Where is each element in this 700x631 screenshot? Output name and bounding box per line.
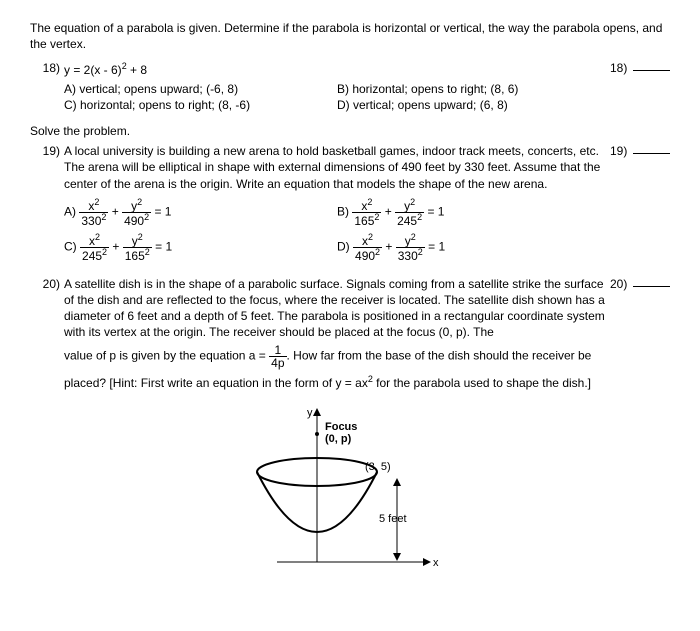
e: 2	[137, 197, 142, 207]
e: 2	[95, 232, 100, 242]
q18-eq: y = 2(x - 6)	[64, 63, 122, 77]
d: 165	[125, 249, 145, 263]
e: 2	[102, 247, 107, 257]
q19-label-a: A)	[64, 204, 76, 218]
q19-label-b: B)	[337, 204, 349, 218]
q20-number: 20)	[30, 276, 64, 586]
intro-18: The equation of a parabola is given. Det…	[30, 20, 670, 52]
e: 2	[367, 197, 372, 207]
e: 2	[417, 212, 422, 222]
d: 245	[82, 249, 102, 263]
eq: = 1	[152, 239, 172, 253]
q19-label-d: D)	[337, 239, 350, 253]
d: 330	[398, 249, 418, 263]
q20-p1: A satellite dish is in the shape of a pa…	[64, 277, 605, 340]
e: 2	[368, 232, 373, 242]
solve-heading: Solve the problem.	[30, 123, 670, 139]
q19-number: 19)	[30, 143, 64, 262]
question-18: 18) y = 2(x - 6)2 + 8 A) vertical; opens…	[30, 60, 670, 113]
e: 2	[145, 247, 150, 257]
q19-body: A local university is building a new are…	[64, 143, 610, 262]
q20-p3b: for the parabola used to shape the dish.…	[373, 376, 591, 390]
question-20: 20) A satellite dish is in the shape of …	[30, 276, 670, 586]
x-axis-label: x	[433, 557, 439, 569]
question-19: 19) A local university is building a new…	[30, 143, 670, 262]
d: 330	[81, 214, 101, 228]
q19-side: 19)	[610, 143, 670, 262]
fd: 4p	[269, 357, 286, 369]
q20-p3a: placed? [Hint: First write an equation i…	[64, 376, 368, 390]
q18-side-num: 18)	[610, 60, 627, 76]
e: 2	[138, 232, 143, 242]
q18-side: 18)	[610, 60, 670, 113]
d: 490	[124, 214, 144, 228]
focus-coord: (0, p)	[325, 433, 352, 445]
d: 490	[355, 249, 375, 263]
q20-side: 20)	[610, 276, 670, 586]
eq: = 1	[424, 204, 444, 218]
p: +	[109, 239, 123, 253]
q18-option-d: D) vertical; opens upward; (6, 8)	[337, 97, 610, 113]
q19-option-c: C) x22452 + y21652 = 1	[64, 233, 337, 262]
y-axis-label: y	[307, 407, 313, 419]
e: 2	[144, 212, 149, 222]
depth-label: 5 feet	[379, 513, 407, 525]
eq: = 1	[151, 204, 171, 218]
q18-option-b: B) horizontal; opens to right; (8, 6)	[337, 81, 610, 97]
e: 2	[418, 247, 423, 257]
q20-p2a: value of p is given by the equation a =	[64, 349, 269, 363]
e: 2	[411, 232, 416, 242]
q18-tail: + 8	[127, 63, 147, 77]
q20-p2b: . How far from the base of the dish shou…	[287, 349, 592, 363]
e: 2	[101, 212, 106, 222]
d: 245	[397, 214, 417, 228]
q18-option-c: C) horizontal; opens to right; (8, -6)	[64, 97, 337, 113]
q19-side-num: 19)	[610, 143, 627, 159]
p: +	[382, 239, 396, 253]
dish-diagram: y x Focus (0, p) (3, 5) 5 feet	[64, 402, 610, 586]
q20-blank	[633, 276, 670, 287]
p: +	[381, 204, 395, 218]
q19-option-d: D) x24902 + y23302 = 1	[337, 233, 610, 262]
q20-body: A satellite dish is in the shape of a pa…	[64, 276, 610, 586]
point-label: (3, 5)	[365, 461, 391, 473]
e: 2	[94, 197, 99, 207]
q18-number: 18)	[30, 60, 64, 113]
q18-blank	[633, 60, 670, 71]
q19-label-c: C)	[64, 239, 77, 253]
e: 2	[410, 197, 415, 207]
d: 165	[354, 214, 374, 228]
q19-option-b: B) x21652 + y22452 = 1	[337, 198, 610, 227]
q18-option-a: A) vertical; opens upward; (-6, 8)	[64, 81, 337, 97]
q18-body: y = 2(x - 6)2 + 8 A) vertical; opens upw…	[64, 60, 610, 113]
e: 2	[374, 212, 379, 222]
q19-option-a: A) x23302 + y24902 = 1	[64, 198, 337, 227]
e: 2	[375, 247, 380, 257]
eq: = 1	[425, 239, 445, 253]
q19-blank	[633, 143, 670, 154]
p: +	[108, 204, 122, 218]
q19-text: A local university is building a new are…	[64, 144, 600, 190]
focus-label: Focus	[325, 421, 357, 433]
q20-side-num: 20)	[610, 276, 627, 292]
